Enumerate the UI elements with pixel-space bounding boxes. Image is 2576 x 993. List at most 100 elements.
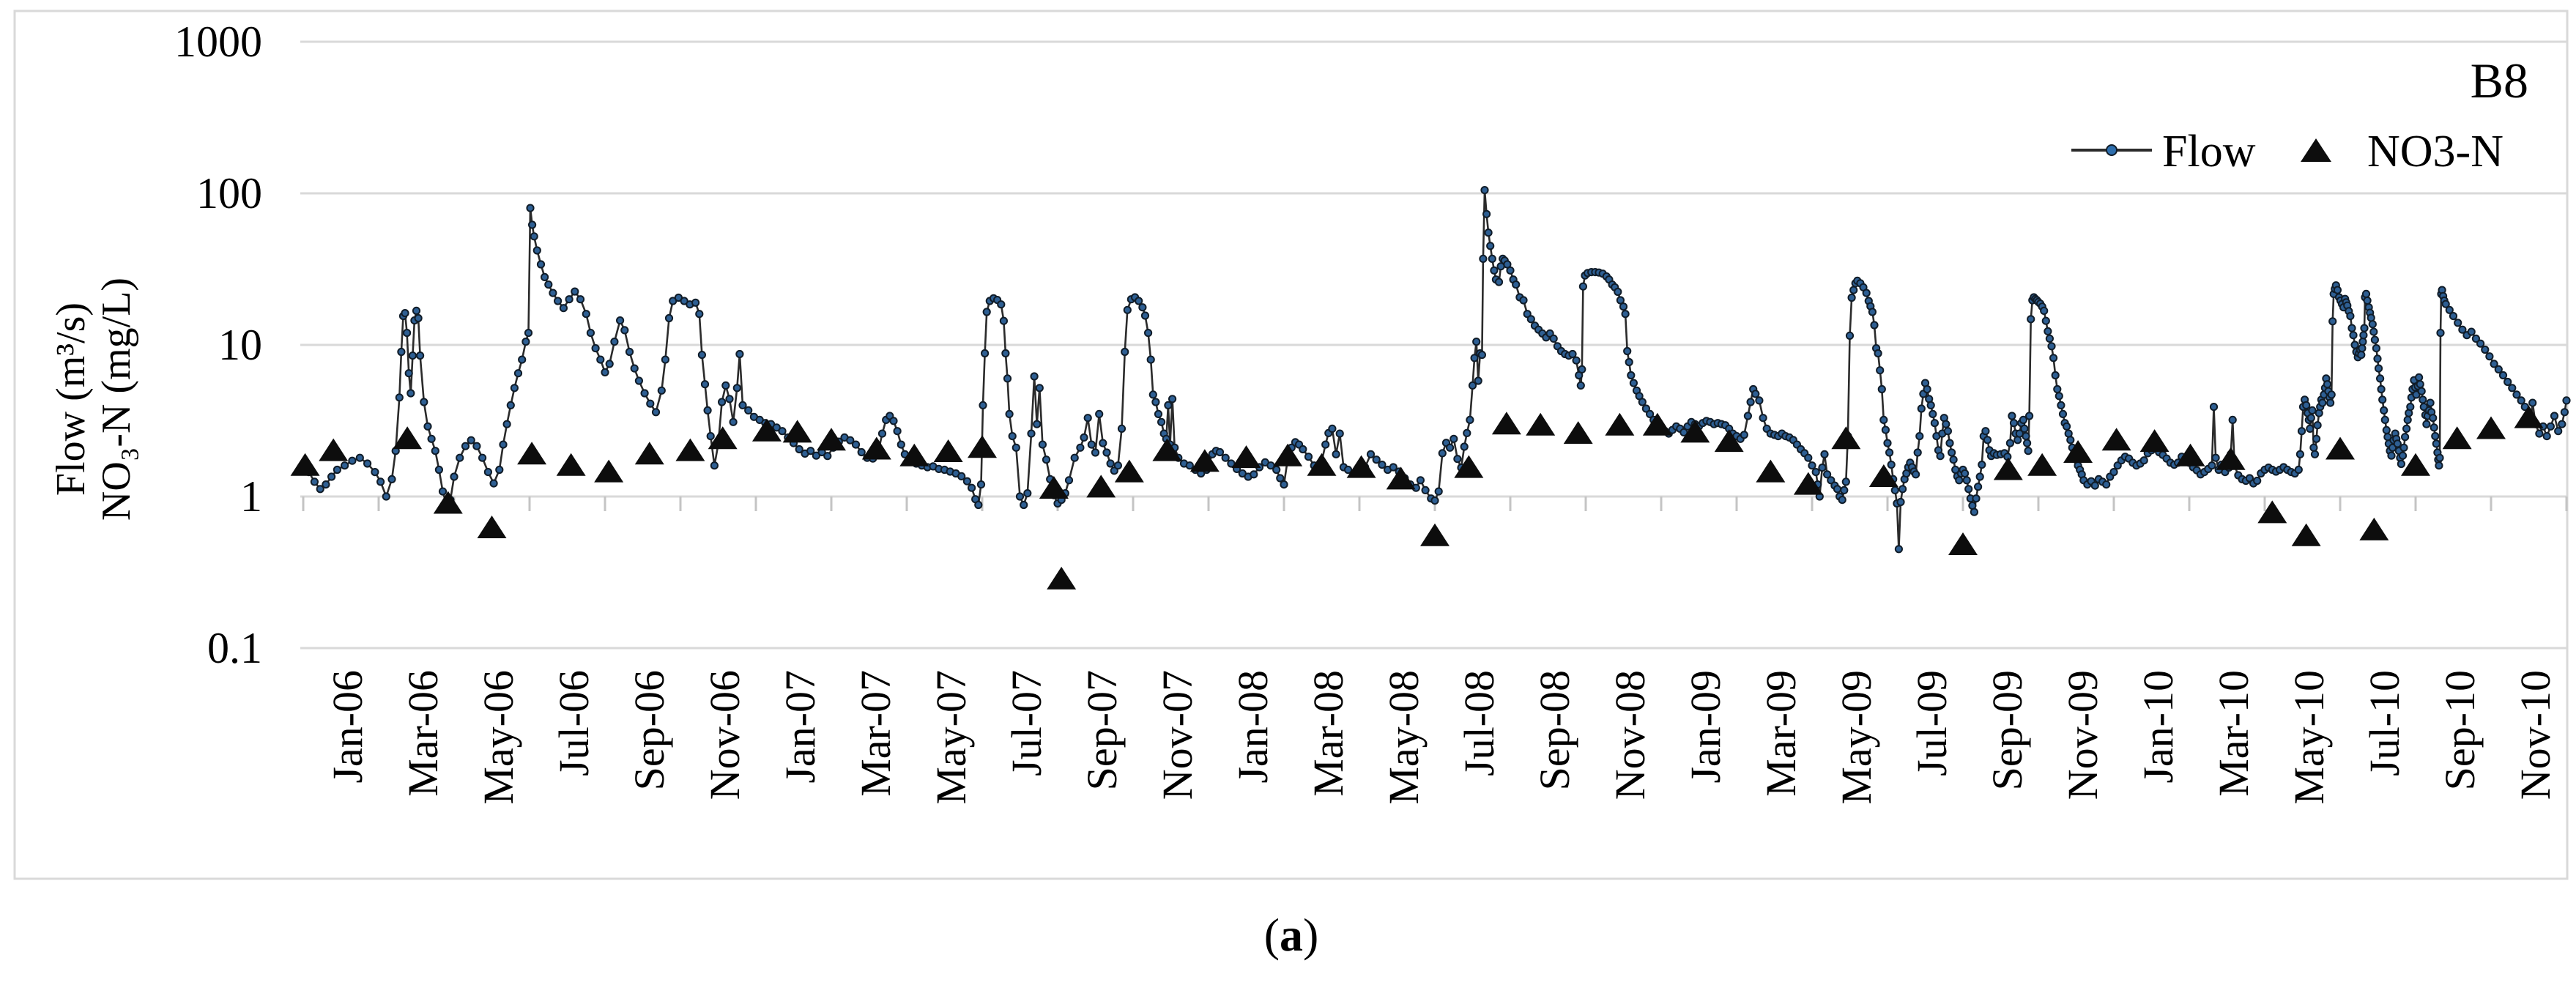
y-tick-label-100: 100 <box>196 169 262 217</box>
flow-marker <box>1474 376 1482 385</box>
flow-marker <box>554 297 563 305</box>
caption-close: ) <box>1303 909 1319 961</box>
flow-marker <box>1378 461 1387 469</box>
flow-marker <box>1140 311 1150 320</box>
flow-marker <box>1450 434 1458 443</box>
flow-marker <box>2467 327 2476 336</box>
flow-marker <box>423 422 432 431</box>
flow-marker <box>526 204 535 212</box>
flow-marker <box>1845 331 1855 340</box>
flow-marker <box>700 380 710 389</box>
flow-marker <box>404 369 413 378</box>
flow-marker <box>1135 297 1143 305</box>
no3n-triangle <box>861 436 891 460</box>
flow-marker <box>2415 373 2424 382</box>
y-tick-label-1: 1 <box>240 472 262 521</box>
flow-marker <box>1972 494 1981 503</box>
no3n-triangle <box>1047 566 1077 590</box>
flow-marker <box>530 232 538 241</box>
legend-flow-label: Flow <box>2162 127 2256 176</box>
flow-marker <box>1874 349 1882 358</box>
flow-marker <box>957 472 966 481</box>
flow-marker <box>1912 470 1920 479</box>
flow-marker <box>2370 335 2379 344</box>
flow-marker <box>1321 440 1330 449</box>
flow-marker <box>2318 398 2327 407</box>
flow-marker <box>651 408 661 417</box>
flow-marker <box>2022 432 2030 441</box>
legend-no3n-triangle-icon <box>2301 138 2331 162</box>
flow-marker <box>2005 439 2014 447</box>
flow-marker <box>974 500 983 510</box>
flow-marker <box>772 423 781 432</box>
flow-marker <box>2302 401 2311 410</box>
flow-marker <box>2382 425 2391 435</box>
flow-marker <box>2422 420 2431 428</box>
flow-marker <box>397 347 406 357</box>
flow-marker <box>1460 442 1469 451</box>
flow-marker <box>680 297 688 305</box>
no3n-triangle <box>1114 459 1144 483</box>
flow-marker <box>806 447 815 455</box>
flow-marker <box>1629 379 1638 387</box>
flow-marker <box>333 465 341 475</box>
flow-marker <box>1870 321 1879 330</box>
flow-marker <box>1759 414 1767 423</box>
flow-marker <box>735 349 744 359</box>
flow-marker <box>1841 477 1850 486</box>
flow-marker <box>518 355 527 364</box>
flow-marker <box>1975 472 1984 481</box>
flow-marker <box>536 260 546 269</box>
flow-marker <box>718 398 727 406</box>
flow-marker <box>657 386 666 395</box>
flow-marker <box>2358 338 2367 346</box>
panel-label: B8 <box>2470 53 2528 108</box>
flow-marker <box>2313 421 2322 430</box>
flow-marker <box>401 309 409 318</box>
flow-marker <box>1430 496 1439 505</box>
legend-no3-label: NO3-N <box>2367 127 2503 176</box>
no3n-triangle <box>1993 457 2023 480</box>
flow-marker <box>661 355 670 364</box>
flow-marker <box>2040 306 2049 315</box>
flow-marker <box>2377 384 2386 394</box>
flow-marker <box>382 492 390 501</box>
flow-marker <box>438 487 448 496</box>
flow-marker <box>744 406 753 415</box>
flow-marker <box>499 440 508 449</box>
legend-flow-marker-icon <box>2106 144 2117 156</box>
flow-marker <box>695 310 704 319</box>
no3n-triangle <box>2101 428 2131 451</box>
flow-marker <box>1064 476 1074 485</box>
flow-marker <box>1304 453 1313 461</box>
flow-marker <box>2049 354 2058 362</box>
flow-marker <box>2550 412 2559 420</box>
no3n-triangle <box>2476 416 2506 439</box>
flow-marker <box>2294 465 2303 475</box>
flow-marker <box>2008 412 2016 420</box>
flow-marker <box>2402 424 2411 434</box>
flow-marker <box>1877 384 1886 394</box>
flow-marker <box>2397 459 2405 469</box>
flow-marker <box>2429 414 2438 423</box>
no3n-triangle <box>2359 517 2389 540</box>
flow-marker <box>1113 461 1123 470</box>
flow-marker <box>1838 496 1846 505</box>
flow-marker <box>2066 436 2075 445</box>
flow-marker <box>2445 305 2454 314</box>
flow-marker <box>979 401 987 410</box>
flow-marker <box>1981 427 1990 436</box>
no3n-triangle <box>899 443 929 466</box>
flow-marker <box>999 316 1009 325</box>
flow-marker <box>2295 450 2304 458</box>
flow-marker <box>721 381 730 390</box>
flow-marker <box>1619 302 1628 311</box>
flow-marker <box>1035 384 1044 393</box>
flow-marker <box>322 480 330 489</box>
no3n-triangle <box>968 435 997 458</box>
no3n-triangle <box>1831 426 1861 450</box>
flow-marker <box>434 465 444 475</box>
flow-marker <box>2027 315 2035 324</box>
flow-marker <box>348 456 357 465</box>
